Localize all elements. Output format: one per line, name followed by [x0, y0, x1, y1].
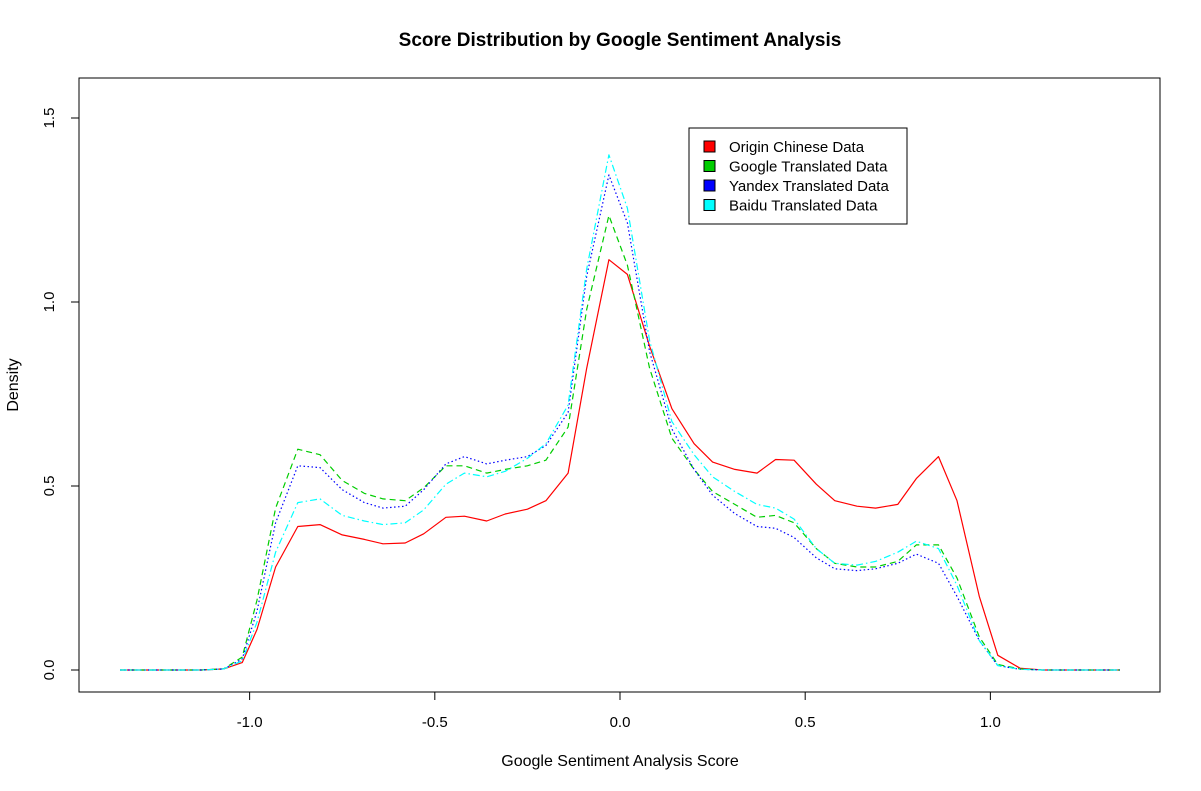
legend-entry-label: Baidu Translated Data	[729, 198, 878, 215]
legend-swatch	[703, 140, 716, 153]
legend-entry-label: Yandex Translated Data	[729, 178, 889, 195]
x-axis-label: Google Sentiment Analysis Score	[501, 753, 739, 770]
y-tick-label: 1.5	[41, 108, 58, 129]
y-tick-label: 0.0	[41, 660, 58, 681]
legend-swatch	[703, 199, 716, 211]
legend-swatch	[703, 160, 716, 172]
y-tick-label: 0.5	[41, 476, 58, 497]
x-axis: -1.0 -0.5 0.0 0.5 1.0	[237, 691, 1001, 731]
y-axis: 0.0 0.5 1.0 1.5	[41, 108, 80, 681]
series-line-2	[120, 214, 1120, 671]
y-axis-label: Density	[5, 358, 22, 411]
legend-entry-label: Origin Chinese Data	[729, 139, 865, 156]
series-line-3	[120, 174, 1120, 671]
x-tick-label: 0.0	[610, 714, 631, 731]
plot-frame	[78, 77, 1161, 693]
x-tick-label: -0.5	[422, 714, 448, 731]
x-tick-label: 0.5	[795, 714, 816, 731]
legend-swatch	[703, 179, 716, 192]
x-tick-label: -1.0	[237, 714, 263, 731]
x-tick-label: 1.0	[980, 714, 1001, 731]
legend-box	[688, 127, 908, 225]
series-layer	[120, 154, 1120, 671]
series-line-4	[120, 154, 1120, 671]
series-line-1	[120, 259, 1120, 671]
legend-entry-label: Google Translated Data	[729, 159, 888, 176]
legend: Origin Chinese Data Google Translated Dat…	[688, 127, 908, 225]
y-tick-label: 1.0	[41, 292, 58, 313]
chart-title: Score Distribution by Google Sentiment A…	[399, 30, 842, 51]
